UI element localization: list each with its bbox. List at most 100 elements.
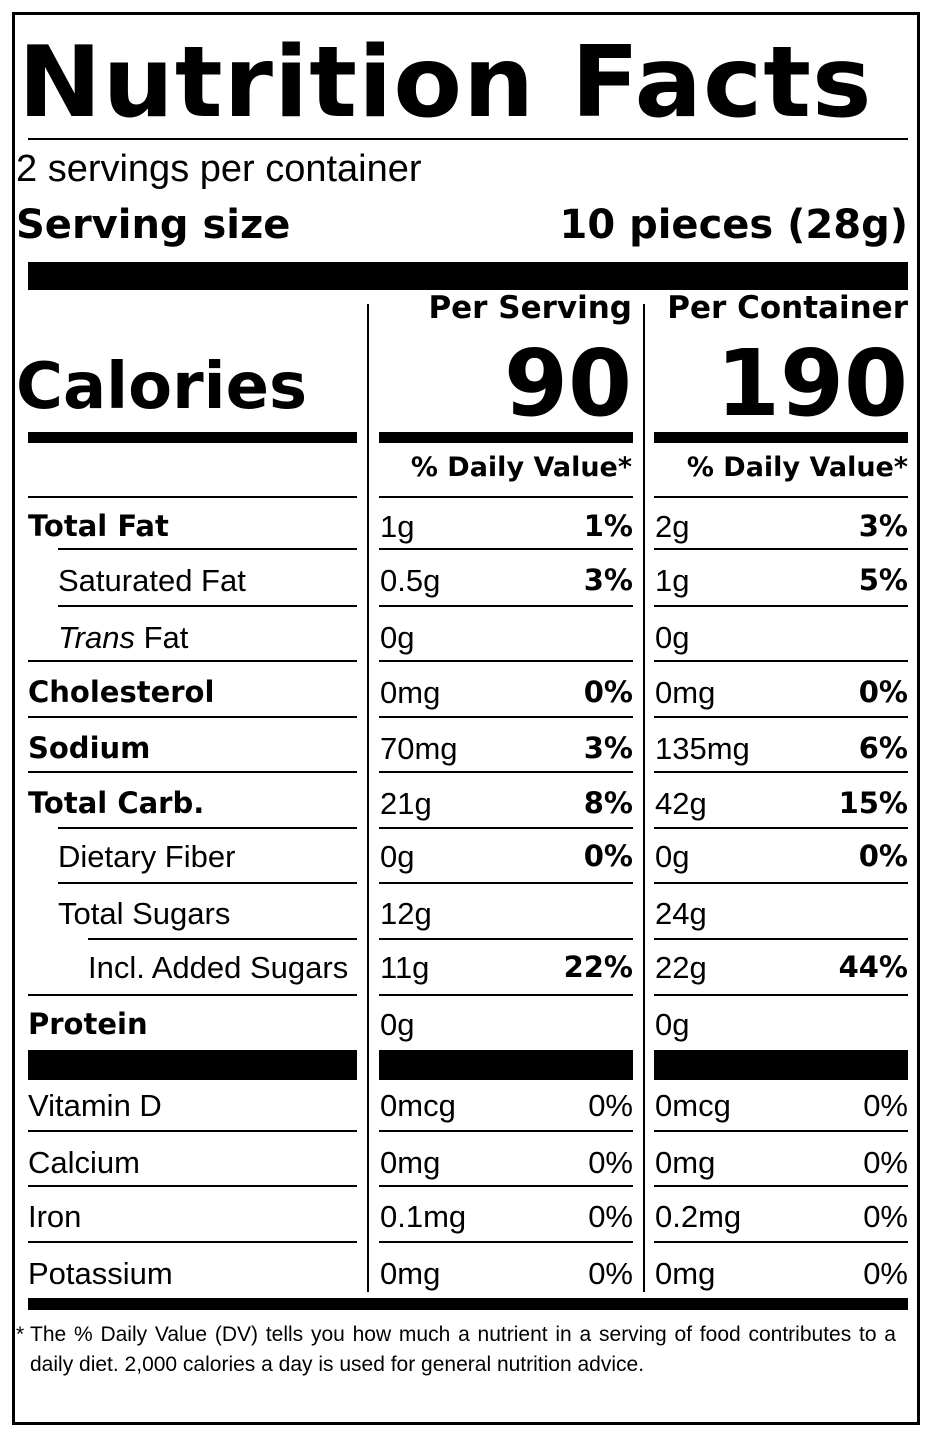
serving-daily-value: 0% — [588, 1199, 633, 1234]
col-header-per-serving: Per Serving — [428, 290, 632, 326]
serving-amount: 0mg — [380, 675, 441, 710]
row-divider — [58, 882, 357, 884]
row-divider — [88, 938, 357, 940]
row-divider — [654, 882, 908, 884]
row-divider — [379, 496, 633, 498]
divider-thick-vitamins — [379, 1050, 633, 1080]
nutrient-name: Incl. Added Sugars — [88, 950, 349, 985]
container-amount: 0g — [655, 839, 690, 874]
container-amount: 22g — [655, 950, 707, 985]
footnote: * The % Daily Value (DV) tells you how m… — [16, 1320, 896, 1380]
row-divider — [654, 660, 908, 662]
nutrient-name: Protein — [28, 1007, 148, 1041]
container-daily-value: 0% — [863, 1145, 908, 1180]
label-title: Nutrition Facts — [18, 26, 873, 140]
calories-per-serving: 90 — [503, 330, 632, 437]
row-divider — [654, 994, 908, 996]
serving-daily-value: 0% — [583, 675, 633, 709]
row-divider — [654, 1185, 908, 1187]
divider-calories-serving — [379, 432, 633, 443]
serving-amount: 21g — [380, 786, 432, 821]
container-amount: 1g — [655, 563, 690, 598]
row-divider — [28, 496, 357, 498]
serving-daily-value: 8% — [583, 786, 633, 820]
daily-value-header-serving: % Daily Value* — [410, 452, 632, 483]
serving-size-label: Serving size — [16, 202, 291, 248]
divider-thick-bottom — [28, 1298, 908, 1310]
container-amount: 0mg — [655, 1256, 716, 1291]
row-divider — [379, 827, 633, 829]
nutrient-name: Total Carb. — [28, 786, 205, 820]
container-amount: 0g — [655, 620, 690, 655]
row-divider — [28, 994, 357, 996]
container-daily-value: 0% — [863, 1199, 908, 1234]
column-divider-left — [367, 304, 369, 1292]
container-amount: 0g — [655, 1007, 690, 1042]
nutrient-name: Total Fat — [28, 509, 169, 543]
row-divider — [654, 1130, 908, 1132]
row-divider — [654, 548, 908, 550]
serving-amount: 0.5g — [380, 563, 441, 598]
divider-thick-top — [28, 262, 908, 290]
row-divider — [28, 1185, 357, 1187]
row-divider — [379, 605, 633, 607]
serving-amount: 12g — [380, 896, 432, 931]
row-divider — [379, 882, 633, 884]
serving-amount: 0.1mg — [380, 1199, 467, 1234]
container-daily-value: 0% — [863, 1088, 908, 1123]
serving-amount: 0mg — [380, 1256, 441, 1291]
row-divider — [28, 716, 357, 718]
serving-daily-value: 1% — [583, 509, 633, 543]
container-daily-value: 0% — [858, 675, 908, 709]
container-daily-value: 6% — [858, 731, 908, 765]
serving-amount: 0g — [380, 620, 415, 655]
vitamin-name: Vitamin D — [28, 1088, 162, 1123]
row-divider — [28, 1130, 357, 1132]
row-divider — [654, 716, 908, 718]
row-divider — [379, 660, 633, 662]
vitamin-name: Potassium — [28, 1256, 173, 1291]
container-amount: 135mg — [655, 731, 750, 766]
divider-calories-container — [654, 432, 908, 443]
row-divider — [654, 1241, 908, 1243]
serving-daily-value: 0% — [583, 839, 633, 873]
container-amount: 2g — [655, 509, 690, 544]
row-divider — [58, 827, 357, 829]
vitamin-name: Calcium — [28, 1145, 140, 1180]
row-divider — [379, 994, 633, 996]
serving-amount: 70mg — [380, 731, 458, 766]
nutrient-name: Saturated Fat — [58, 563, 246, 598]
serving-amount: 11g — [380, 950, 430, 985]
serving-daily-value: 3% — [583, 563, 633, 597]
divider-thin — [28, 138, 908, 140]
container-amount: 42g — [655, 786, 707, 821]
serving-daily-value: 0% — [588, 1256, 633, 1291]
footnote-text: The % Daily Value (DV) tells you how muc… — [30, 1323, 896, 1376]
container-daily-value: 44% — [838, 950, 908, 984]
container-daily-value: 0% — [858, 839, 908, 873]
row-divider — [654, 827, 908, 829]
serving-amount: 1g — [380, 509, 415, 544]
nutrient-name: Dietary Fiber — [58, 839, 236, 874]
divider-calories-label — [28, 432, 357, 443]
serving-amount: 0g — [380, 839, 415, 874]
nutrient-name: Sodium — [28, 731, 151, 765]
col-header-per-container: Per Container — [667, 290, 908, 326]
nutrient-name: Cholesterol — [28, 675, 215, 709]
nutrient-name-italic: Trans — [58, 620, 135, 655]
row-divider — [28, 1241, 357, 1243]
row-divider — [58, 605, 357, 607]
row-divider — [654, 771, 908, 773]
row-divider — [379, 548, 633, 550]
calories-per-container: 190 — [715, 330, 908, 437]
row-divider — [28, 771, 357, 773]
row-divider — [379, 771, 633, 773]
serving-amount: 0mcg — [380, 1088, 456, 1123]
serving-daily-value: 0% — [588, 1088, 633, 1123]
serving-size-value: 10 pieces (28g) — [559, 202, 909, 248]
container-daily-value: 3% — [858, 509, 908, 543]
row-divider — [379, 1185, 633, 1187]
nutrient-name: Trans Fat — [58, 620, 188, 656]
divider-thick-vitamins — [654, 1050, 908, 1080]
container-daily-value: 15% — [838, 786, 908, 820]
